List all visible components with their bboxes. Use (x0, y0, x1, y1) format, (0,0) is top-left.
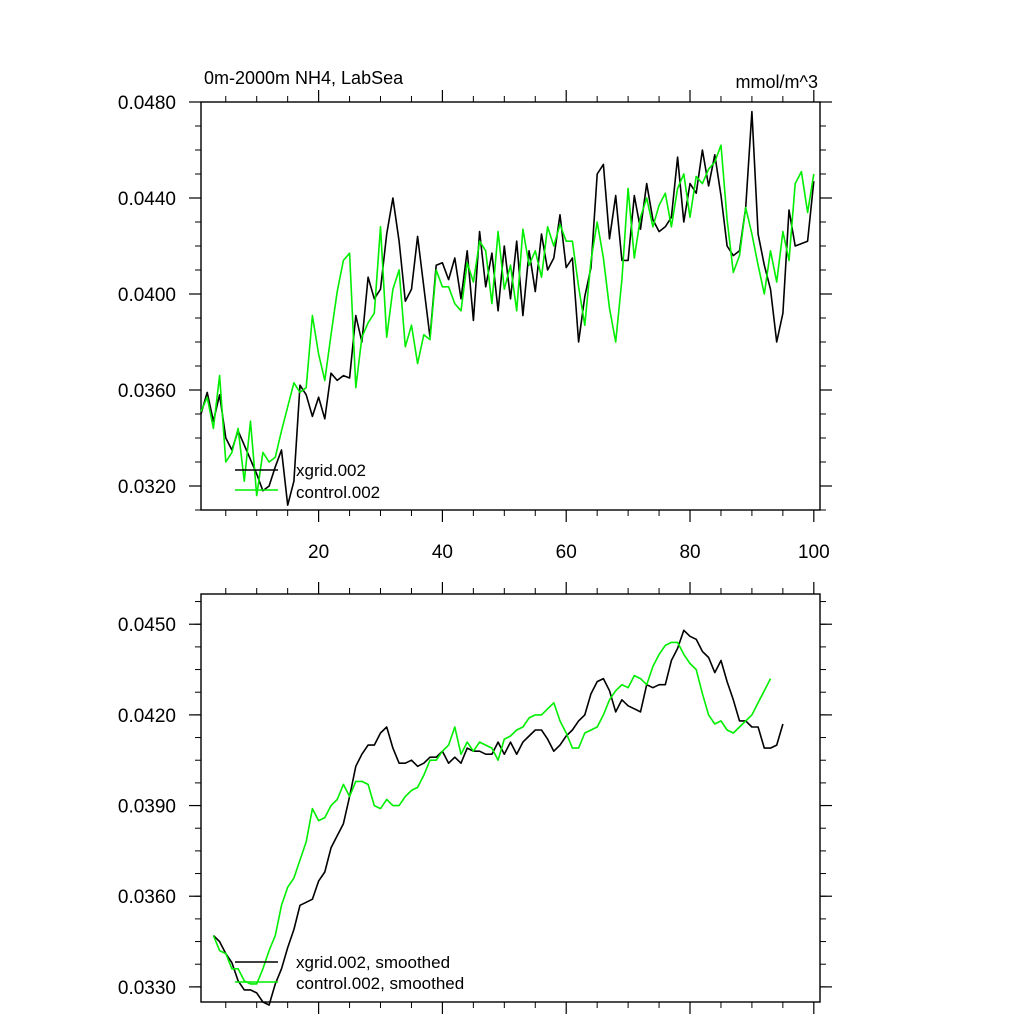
legend-label-control-smoothed: control.002, smoothed (296, 974, 464, 993)
top-ytick-label: 0.0440 (118, 189, 176, 210)
bottom-ytick-label: 0.0450 (118, 615, 176, 636)
top-xtick-label: 20 (308, 542, 329, 563)
bottom-series-group (212, 629, 784, 1006)
bottom-ytick-label: 0.0330 (118, 978, 176, 999)
top-legend: xgrid.002 control.002 (235, 461, 380, 502)
top-ytick-label: 0.0360 (118, 381, 176, 402)
legend-label-xgrid: xgrid.002 (296, 461, 366, 480)
top-series-xgrid-line (200, 110, 815, 507)
top-xtick-label: 80 (679, 542, 700, 563)
bottom-series-control-line (212, 641, 772, 985)
bottom-chart-panel: 0.0330 0.0360 0.0390 0.0420 0.0450 xgrid.002… (118, 582, 832, 1014)
top-x-axis: 20 40 60 80 100 (225, 90, 830, 563)
top-y-axis: 0.0320 0.0360 0.0400 0.0440 0.0480 (118, 93, 832, 511)
bottom-x-axis (225, 582, 815, 1014)
bottom-y-axis: 0.0330 0.0360 0.0390 0.0420 0.0450 (118, 601, 832, 999)
top-ytick-label: 0.0320 (118, 477, 176, 498)
top-series-group (200, 110, 815, 507)
bottom-ytick-label: 0.0420 (118, 706, 176, 727)
legend-label-xgrid-smoothed: xgrid.002, smoothed (296, 953, 450, 972)
bottom-plot-frame (200, 593, 821, 1003)
top-xtick-label: 40 (432, 542, 453, 563)
top-chart-panel: 0m-2000m NH4, LabSea mmol/m^3 0.03200.03… (118, 68, 832, 563)
bottom-series-xgrid-line (212, 629, 784, 1006)
bottom-ytick-label: 0.0390 (118, 797, 176, 818)
bottom-ytick-label: 0.0360 (118, 887, 176, 908)
top-chart-title: 0m-2000m NH4, LabSea (204, 68, 404, 88)
top-ytick-label: 0.0480 (118, 93, 176, 114)
legend-label-control: control.002 (296, 483, 380, 502)
top-series-control-line (200, 144, 815, 497)
top-ytick-label: 0.0400 (118, 285, 176, 306)
top-xtick-label: 60 (556, 542, 577, 563)
bottom-legend: xgrid.002, smoothed control.002, smoothe… (235, 953, 464, 993)
top-xtick-label: 100 (798, 542, 830, 563)
top-plot-frame (200, 101, 821, 511)
top-chart-units: mmol/m^3 (736, 72, 818, 92)
